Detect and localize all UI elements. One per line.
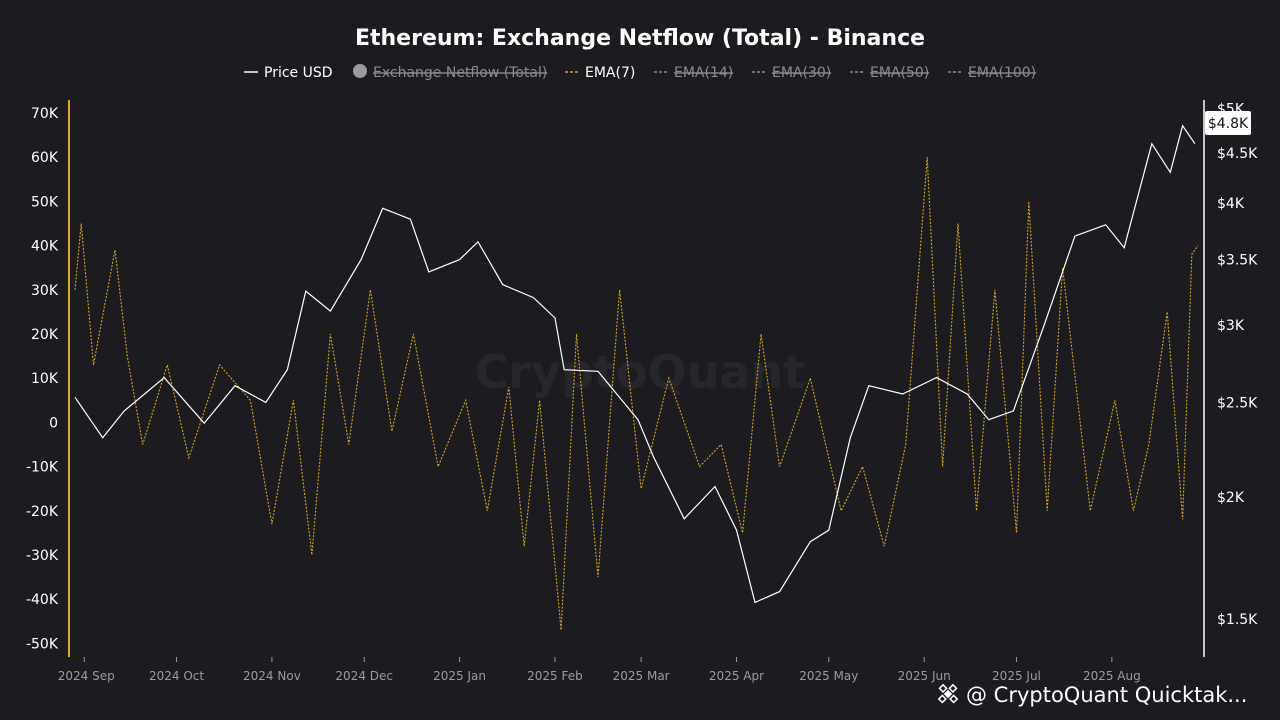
legend-item-1[interactable]: Exchange Netflow (Total) <box>353 64 547 81</box>
watermark: CryptoQuant <box>475 345 806 399</box>
y-left-tick-label: -40K <box>26 592 59 608</box>
legend-label: Price USD <box>264 65 333 81</box>
last-price-label: $4.8K <box>1205 111 1251 135</box>
x-axis-ticks: 2024 Sep 2024 Oct 2024 Nov 2024 Dec 2025 Jan… <box>58 657 1141 683</box>
last-price-text: $4.8K <box>1208 116 1249 132</box>
legend-label: EMA(100) <box>968 65 1036 81</box>
legend-label: EMA(50) <box>870 65 929 81</box>
legend-label: EMA(30) <box>772 65 831 81</box>
x-tick-label: 2025 Jan <box>433 669 486 683</box>
x-tick-label: 2025 Jul <box>992 669 1041 683</box>
chart-title: Ethereum: Exchange Netflow (Total) - Bin… <box>355 26 925 51</box>
left-axis-ticks: 70K 60K 50K 40K 30K 20K 10K 0 -10K -20K -30K -40K -5… <box>26 106 59 652</box>
y-left-tick-label: -30K <box>26 548 59 564</box>
y-left-tick-label: 70K <box>31 106 59 122</box>
y-left-tick-label: 50K <box>31 194 59 210</box>
x-tick-label: 2024 Sep <box>58 669 115 683</box>
x-tick-label: 2025 May <box>799 669 858 683</box>
x-tick-label: 2024 Nov <box>243 669 301 683</box>
legend: Price USD Exchange Netflow (Total) EMA(7) E… <box>244 64 1036 81</box>
y-left-tick-label: -10K <box>26 460 59 476</box>
x-tick-label: 2025 Apr <box>709 669 764 683</box>
y-left-tick-label: 60K <box>31 150 59 166</box>
y-right-tick-label: $3K <box>1217 318 1245 334</box>
legend-item-5[interactable]: EMA(50) <box>850 65 929 81</box>
legend-item-4[interactable]: EMA(30) <box>752 65 831 81</box>
price-usd-line <box>74 124 1196 604</box>
y-right-tick-label: $1.5K <box>1217 612 1258 628</box>
x-tick-label: 2025 Jun <box>898 669 951 683</box>
y-left-tick-label: 0 <box>49 415 58 431</box>
legend-item-6[interactable]: EMA(100) <box>948 65 1036 81</box>
legend-label: EMA(7) <box>585 65 635 81</box>
y-left-tick-label: 10K <box>31 371 59 387</box>
y-right-tick-label: $2K <box>1217 490 1245 506</box>
footer-brand: @ CryptoQuant Quicktak... <box>937 683 1247 707</box>
ema7-line <box>74 157 1199 631</box>
legend-swatch-dot-icon <box>353 64 367 78</box>
footer-brand-text: @ CryptoQuant Quicktak... <box>966 683 1247 707</box>
y-left-tick-label: 40K <box>31 239 59 255</box>
y-left-tick-label: 20K <box>31 327 59 343</box>
x-tick-label: 2025 Feb <box>527 669 583 683</box>
x-tick-label: 2025 Aug <box>1083 669 1141 683</box>
x-tick-label: 2025 Mar <box>613 669 670 683</box>
y-left-tick-label: -50K <box>26 636 59 652</box>
y-left-tick-label: -20K <box>26 504 59 520</box>
legend-label: EMA(14) <box>674 65 733 81</box>
y-right-tick-label: $4K <box>1217 196 1245 212</box>
y-right-tick-label: $3.5K <box>1217 253 1258 269</box>
legend-item-2[interactable]: EMA(7) <box>565 65 635 81</box>
legend-label: Exchange Netflow (Total) <box>373 65 547 81</box>
right-axis-ticks: $5K$4.5K$4K$3.5K$3K$2.5K$2K$1.5K <box>1217 101 1258 628</box>
y-left-tick-label: 30K <box>31 283 59 299</box>
legend-item-3[interactable]: EMA(14) <box>654 65 733 81</box>
y-right-tick-label: $2.5K <box>1217 395 1258 411</box>
y-right-tick-label: $4.5K <box>1217 146 1258 162</box>
x-tick-label: 2024 Dec <box>335 669 393 683</box>
binance-logo-icon <box>937 683 959 704</box>
x-tick-label: 2024 Oct <box>149 669 204 683</box>
legend-item-0[interactable]: Price USD <box>244 65 333 81</box>
